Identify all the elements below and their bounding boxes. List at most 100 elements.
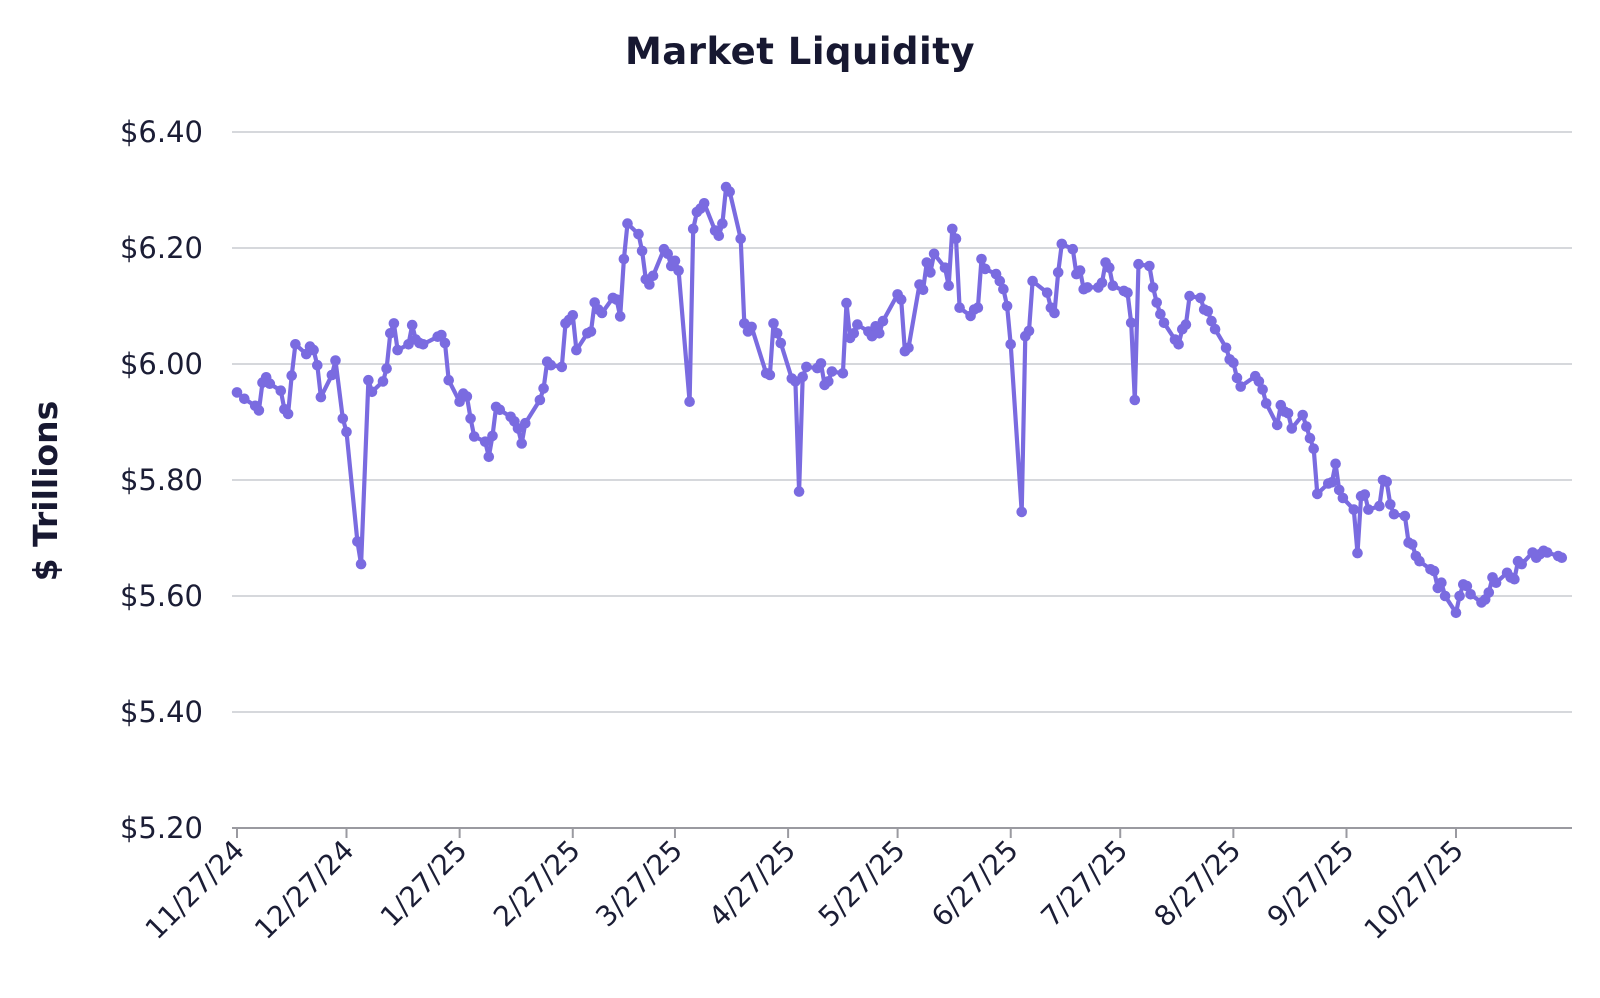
x-tick-label: 2/27/25 <box>487 834 587 934</box>
data-point <box>1147 282 1159 293</box>
data-point <box>1052 267 1064 278</box>
data-point <box>1151 297 1162 308</box>
data-point <box>698 198 710 209</box>
data-point <box>1348 504 1360 515</box>
chart-title: Market Liquidity <box>624 30 976 73</box>
data-point <box>494 404 506 416</box>
data-point <box>516 438 527 449</box>
data-point <box>388 318 400 329</box>
data-point <box>917 284 929 296</box>
data-point <box>1381 476 1392 488</box>
y-tick-label: $5.20 <box>120 811 203 845</box>
data-point <box>545 359 557 371</box>
data-point <box>1516 558 1527 570</box>
data-point <box>264 378 276 390</box>
x-tick-label: 6/27/25 <box>925 834 1025 934</box>
x-tick-label: 11/27/24 <box>139 834 251 946</box>
data-point <box>1184 290 1195 302</box>
data-point <box>837 368 849 379</box>
data-point <box>556 361 568 373</box>
x-tick-label: 12/27/24 <box>248 834 360 946</box>
data-point <box>436 329 447 341</box>
data-point <box>1374 500 1385 512</box>
data-point <box>1450 607 1462 619</box>
data-point <box>1107 280 1119 292</box>
x-tick-label: 4/27/25 <box>702 834 802 934</box>
data-point <box>326 369 338 381</box>
data-point <box>684 396 695 408</box>
data-point <box>852 319 863 330</box>
y-tick-label: $5.40 <box>120 695 203 729</box>
data-point <box>1125 317 1137 329</box>
data-point <box>520 417 531 429</box>
data-point <box>1027 275 1038 287</box>
data-point <box>1257 384 1268 395</box>
data-point <box>823 376 834 387</box>
data-point <box>512 423 524 434</box>
x-tick-label: 7/27/25 <box>1035 834 1135 934</box>
data-point <box>746 321 757 333</box>
y-tick-label: $6.20 <box>120 231 203 265</box>
data-point <box>352 536 363 547</box>
data-point <box>468 431 480 442</box>
data-point <box>1337 492 1349 504</box>
data-point <box>1465 589 1476 600</box>
data-point <box>826 366 838 377</box>
x-tick-label: 1/27/25 <box>374 834 474 934</box>
data-point <box>877 315 889 327</box>
data-point <box>1016 506 1027 518</box>
data-point <box>1483 587 1495 598</box>
data-point <box>647 270 659 282</box>
data-point <box>239 393 250 405</box>
data-point <box>1333 484 1345 496</box>
data-point <box>1202 305 1214 317</box>
data-point <box>1454 590 1465 602</box>
data-point <box>644 279 655 290</box>
data-point <box>1173 339 1184 350</box>
data-point <box>622 218 633 229</box>
data-point <box>1158 317 1170 329</box>
y-tick-label: $6.00 <box>120 347 203 381</box>
data-point <box>1461 580 1473 592</box>
data-point <box>381 363 392 374</box>
data-point <box>487 430 498 442</box>
data-point <box>979 263 991 275</box>
data-point <box>1297 409 1308 421</box>
data-point <box>286 370 298 381</box>
data-point <box>903 342 914 354</box>
data-point <box>1082 282 1093 293</box>
data-point <box>1209 323 1221 335</box>
data-point <box>1406 539 1418 550</box>
data-point <box>330 355 341 366</box>
data-point <box>921 257 933 268</box>
data-point <box>1385 499 1396 510</box>
data-point <box>972 302 984 314</box>
data-point <box>479 436 491 448</box>
data-point <box>1312 488 1323 500</box>
data-point <box>1330 458 1341 470</box>
data-point <box>1228 357 1239 369</box>
data-point <box>925 267 936 278</box>
data-point <box>377 376 389 387</box>
data-point <box>567 310 579 321</box>
data-point <box>1144 260 1155 272</box>
data-point <box>998 283 1009 295</box>
data-point <box>1253 376 1265 387</box>
data-point <box>801 361 812 373</box>
data-point <box>874 328 885 339</box>
data-point <box>312 359 323 371</box>
data-point <box>614 311 626 322</box>
data-point <box>1304 432 1316 444</box>
data-point <box>282 408 294 420</box>
data-point <box>315 391 327 403</box>
data-point <box>1195 292 1206 304</box>
data-point <box>341 426 352 438</box>
data-point <box>841 297 852 309</box>
x-tick-label: 3/27/25 <box>589 834 689 934</box>
x-tick-label: 9/27/25 <box>1261 834 1361 934</box>
data-point <box>1326 477 1338 488</box>
data-point <box>1155 308 1166 320</box>
data-point <box>1490 577 1502 588</box>
data-point <box>571 344 582 356</box>
